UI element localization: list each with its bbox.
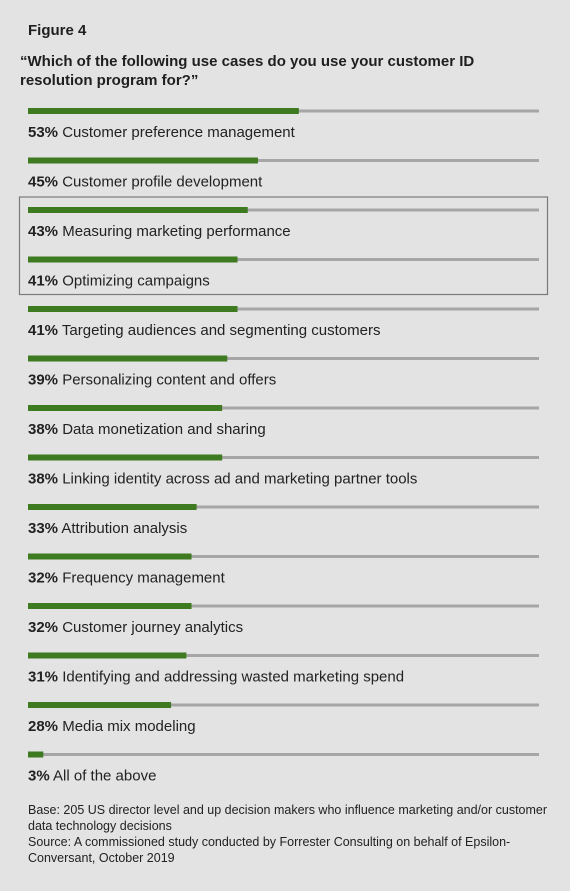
bar-item: 41% Targeting audiences and segmenting c… — [28, 306, 539, 339]
bar — [28, 405, 223, 411]
bar-track — [28, 555, 539, 558]
bar-value-label: 38% — [28, 421, 58, 438]
bar-label: 45% Customer profile development — [28, 174, 263, 191]
bar-category-label: Identifying and addressing wasted market… — [58, 669, 404, 686]
bar-track — [28, 307, 539, 311]
bar-category-label: All of the above — [50, 768, 157, 785]
bar — [28, 157, 258, 164]
bar-chart: 53% Customer preference management 45% Cu… — [18, 108, 549, 785]
bar — [28, 355, 228, 362]
bar-category-label: Customer preference management — [58, 124, 296, 141]
bar-category-label: Frequency management — [58, 570, 226, 587]
bar-category-label: Personalizing content and offers — [58, 372, 276, 389]
bar-item: 32% Frequency management — [28, 553, 539, 587]
bar-label: 41% Optimizing campaigns — [28, 273, 210, 290]
bar — [28, 207, 248, 213]
bar-category-label: Customer profile development — [58, 174, 263, 191]
bar-label: 43% Measuring marketing performance — [28, 223, 291, 240]
bar — [28, 652, 187, 659]
bar-label: 38% Data monetization and sharing — [28, 421, 266, 438]
bar-track — [28, 753, 539, 756]
bar-label: 32% Frequency management — [28, 570, 226, 587]
bar-label: 41% Targeting audiences and segmenting c… — [28, 322, 380, 339]
bar-item: 31% Identifying and addressing wasted ma… — [28, 652, 539, 686]
chart-question: “Which of the following use cases do you… — [20, 53, 475, 89]
bar-label: 38% Linking identity across ad and marke… — [28, 471, 417, 488]
bar-track — [28, 208, 539, 212]
bar-label: 31% Identifying and addressing wasted ma… — [28, 669, 404, 686]
bar-value-label: 41% — [28, 273, 58, 290]
bar-category-label: Targeting audiences and segmenting custo… — [58, 322, 380, 339]
bar-category-label: Data monetization and sharing — [58, 421, 266, 438]
bar-value-label: 41% — [28, 322, 58, 339]
bar-category-label: Measuring marketing performance — [58, 223, 291, 240]
bar-label: 33% Attribution analysis — [28, 520, 187, 537]
bar-track — [28, 703, 539, 707]
bar-category-label: Media mix modeling — [58, 718, 196, 735]
bar-item: 3% All of the above — [28, 751, 539, 785]
bar-value-label: 33% — [28, 520, 58, 537]
bar-item: 28% Media mix modeling — [28, 702, 539, 735]
bar-label: 53% Customer preference management — [28, 124, 296, 141]
bar-track — [28, 604, 539, 608]
bar — [28, 256, 238, 263]
bar-track — [28, 654, 539, 657]
bar — [28, 454, 223, 461]
bar-value-label: 45% — [28, 174, 58, 191]
bar-value-label: 3% — [28, 768, 50, 785]
figure-label: Figure 4 — [28, 22, 87, 39]
bar-track — [28, 357, 539, 360]
bar-label: 32% Customer journey analytics — [28, 619, 243, 636]
bar-value-label: 32% — [28, 570, 58, 587]
bar — [28, 108, 299, 114]
bar — [28, 702, 172, 708]
bar-item: 32% Customer journey analytics — [28, 603, 539, 636]
base-note: Base: 205 US director level and up decis… — [28, 803, 548, 833]
bar-item: 38% Linking identity across ad and marke… — [28, 454, 539, 488]
bar-track — [28, 456, 539, 459]
source-note: Source: A commissioned study conducted b… — [28, 835, 511, 865]
bar — [28, 306, 238, 312]
bar-item: 53% Customer preference management — [28, 108, 539, 141]
highlight-box — [18, 196, 549, 296]
bar-value-label: 28% — [28, 718, 58, 735]
bar-value-label: 38% — [28, 471, 58, 488]
bar-label: 28% Media mix modeling — [28, 718, 196, 735]
bar-label: 3% All of the above — [28, 768, 156, 785]
bar-value-label: 53% — [28, 124, 58, 141]
bar-item: 41% Optimizing campaigns — [28, 256, 539, 290]
bar-category-label: Customer journey analytics — [58, 619, 243, 636]
bar-category-label: Optimizing campaigns — [58, 273, 210, 290]
bar-track — [28, 505, 539, 509]
bar-item: 33% Attribution analysis — [28, 504, 539, 537]
bar-category-label: Attribution analysis — [58, 520, 187, 537]
bar — [28, 751, 44, 758]
chart-notes: Base: 205 US director level and up decis… — [28, 802, 548, 866]
bar-value-label: 32% — [28, 619, 58, 636]
bar-value-label: 39% — [28, 372, 58, 389]
bar — [28, 553, 192, 560]
bar-item: 45% Customer profile development — [28, 157, 539, 191]
bar — [28, 504, 197, 510]
bar-item: 38% Data monetization and sharing — [28, 405, 539, 438]
bar-category-label: Linking identity across ad and marketing… — [58, 471, 417, 488]
bar-label: 39% Personalizing content and offers — [28, 372, 276, 389]
bar — [28, 603, 192, 609]
bar-track — [28, 406, 539, 410]
bar-item: 43% Measuring marketing performance — [28, 207, 539, 240]
bar-item: 39% Personalizing content and offers — [28, 355, 539, 389]
bar-value-label: 31% — [28, 669, 58, 686]
bar-track — [28, 159, 539, 162]
bar-value-label: 43% — [28, 223, 58, 240]
bar-track — [28, 258, 539, 261]
